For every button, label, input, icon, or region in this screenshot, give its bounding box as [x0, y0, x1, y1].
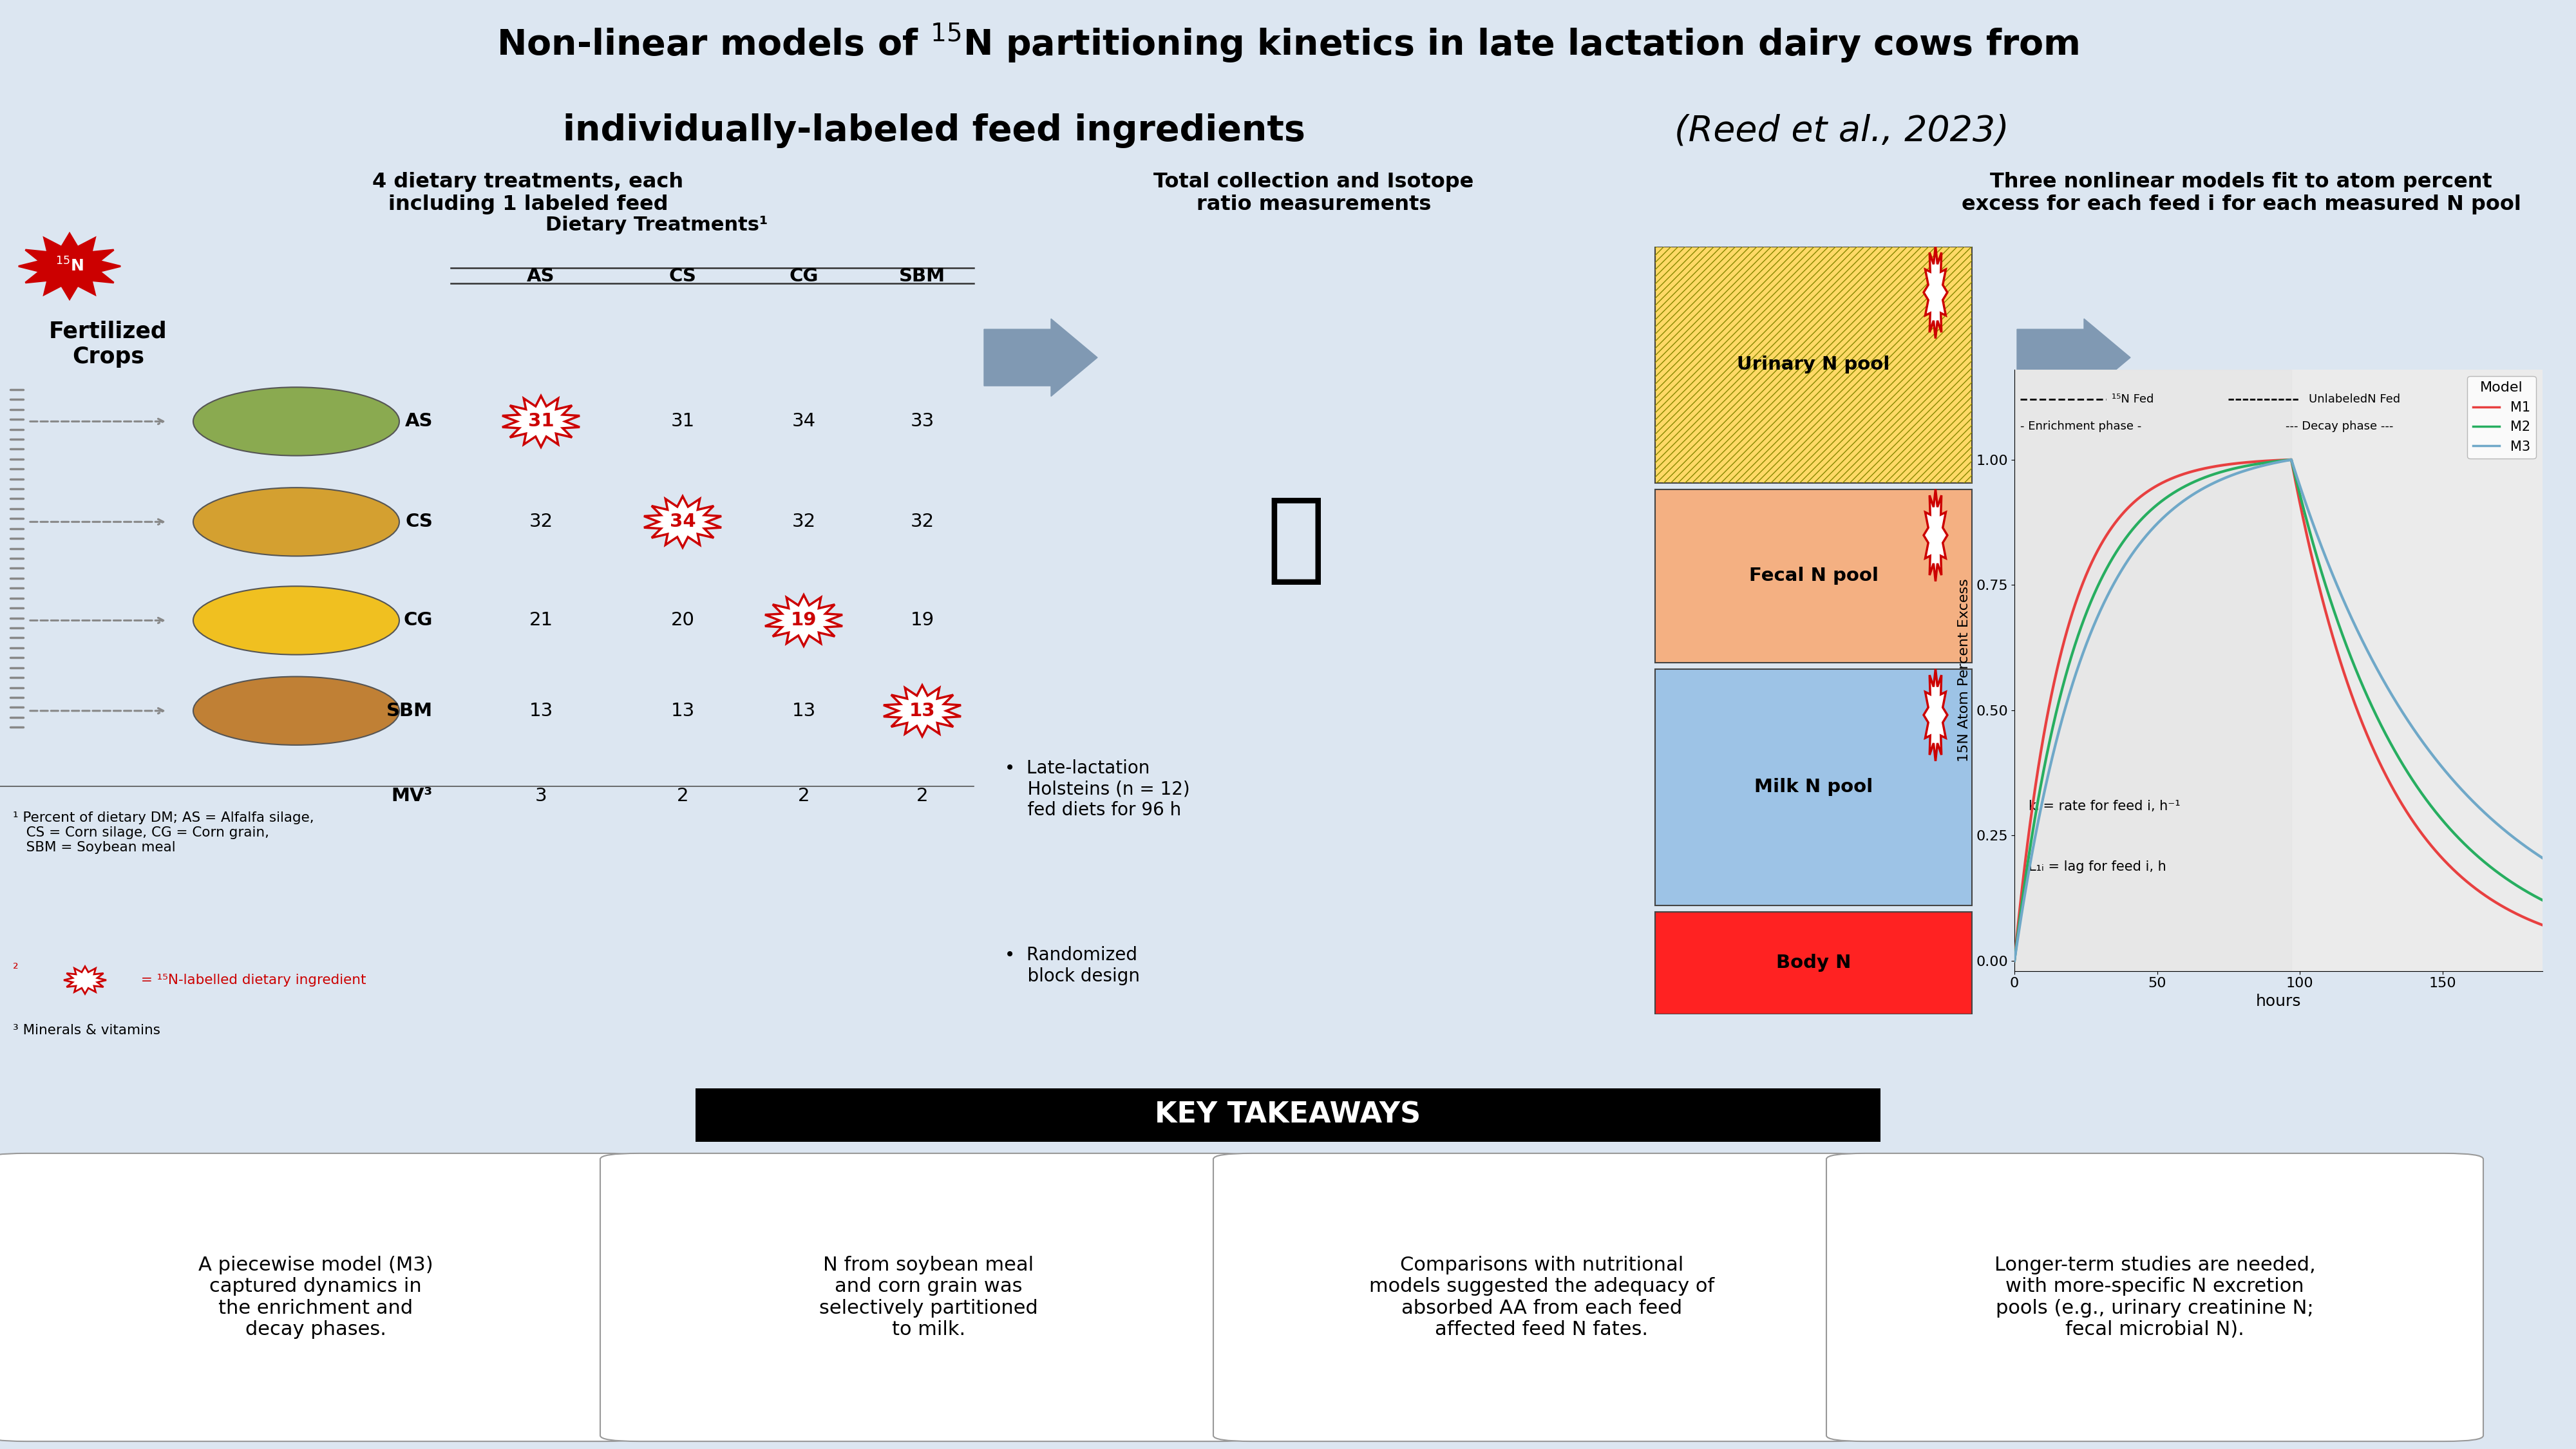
- Text: 33: 33: [909, 413, 935, 430]
- Polygon shape: [765, 596, 842, 646]
- Polygon shape: [64, 966, 106, 994]
- FancyBboxPatch shape: [1656, 911, 1971, 1014]
- FancyBboxPatch shape: [1656, 490, 1971, 662]
- M2: [2025, 774, 2056, 791]
- Text: SBM: SBM: [386, 701, 433, 720]
- Line: M1: M1: [2014, 459, 2543, 961]
- Text: 13: 13: [528, 701, 554, 720]
- Text: 🐄: 🐄: [1267, 493, 1324, 588]
- Text: 2: 2: [799, 787, 809, 804]
- Text: MV³: MV³: [392, 787, 433, 804]
- Text: 13: 13: [670, 701, 696, 720]
- Text: CS: CS: [670, 267, 696, 285]
- Ellipse shape: [193, 677, 399, 745]
- M2: [1999, 952, 2030, 969]
- M1: [2241, 454, 2272, 471]
- Text: 2: 2: [677, 787, 688, 804]
- Text: AS: AS: [528, 267, 554, 285]
- Bar: [2014, 369, 2290, 971]
- Text: KEY TAKEAWAYS: KEY TAKEAWAYS: [1154, 1101, 1422, 1129]
- FancyBboxPatch shape: [1213, 1153, 1870, 1442]
- Polygon shape: [644, 497, 721, 548]
- FancyBboxPatch shape: [0, 1153, 644, 1442]
- Text: SBM: SBM: [899, 267, 945, 285]
- Text: 31: 31: [670, 413, 696, 430]
- Text: 32: 32: [909, 513, 935, 530]
- Text: --- Decay phase ---: --- Decay phase ---: [2285, 420, 2393, 432]
- M2: [2512, 882, 2543, 900]
- Text: individually-labeled feed ingredients: individually-labeled feed ingredients: [562, 113, 1319, 148]
- Text: Fertilized
Crops: Fertilized Crops: [49, 320, 167, 368]
- FancyBboxPatch shape: [1656, 669, 1971, 906]
- Polygon shape: [1924, 246, 1947, 339]
- Line: M2: M2: [2014, 459, 2543, 961]
- Text: 32: 32: [528, 513, 554, 530]
- Text: 2: 2: [917, 787, 927, 804]
- Text: 13: 13: [791, 701, 817, 720]
- Text: 20: 20: [670, 611, 696, 629]
- Text: Total collection and Isotope
ratio measurements: Total collection and Isotope ratio measu…: [1154, 172, 1473, 214]
- M3: [2512, 839, 2543, 856]
- Text: A piecewise model (M3)
captured dynamics in
the enrichment and
decay phases.: A piecewise model (M3) captured dynamics…: [198, 1255, 433, 1339]
- Polygon shape: [1924, 490, 1947, 581]
- FancyBboxPatch shape: [1656, 246, 1971, 483]
- M3: [2257, 455, 2287, 472]
- Text: ¹ Percent of dietary DM; AS = Alfalfa silage,
   CS = Corn silage, CG = Corn gra: ¹ Percent of dietary DM; AS = Alfalfa si…: [13, 811, 314, 853]
- M3: [2527, 849, 2558, 867]
- Ellipse shape: [193, 488, 399, 556]
- Text: Urinary N pool: Urinary N pool: [1736, 355, 1891, 374]
- M2: [2527, 891, 2558, 909]
- Text: CG: CG: [788, 267, 819, 285]
- X-axis label: hours: hours: [2257, 994, 2300, 1009]
- M2: [2512, 884, 2543, 901]
- M1: [2275, 451, 2306, 468]
- Text: Three nonlinear models fit to atom percent
excess for each feed i for each measu: Three nonlinear models fit to atom perce…: [1960, 172, 2522, 214]
- M1: [2257, 452, 2287, 469]
- Polygon shape: [884, 685, 961, 736]
- Text: 19: 19: [909, 611, 935, 629]
- Text: CG: CG: [404, 611, 433, 629]
- M1: [2416, 836, 2447, 853]
- FancyArrow shape: [1680, 319, 1793, 397]
- M2: [2257, 454, 2287, 471]
- Text: 21: 21: [528, 611, 554, 629]
- Text: 34: 34: [670, 513, 696, 530]
- Text: •  Randomized
    block design: • Randomized block design: [1005, 946, 1139, 985]
- M2: [2241, 455, 2272, 472]
- Text: ³ Minerals & vitamins: ³ Minerals & vitamins: [13, 1024, 160, 1037]
- Text: L₁ᵢ = lag for feed i, h: L₁ᵢ = lag for feed i, h: [2030, 861, 2166, 874]
- FancyArrow shape: [2017, 319, 2130, 397]
- Text: 3: 3: [536, 787, 546, 804]
- Y-axis label: 15N Atom Percent Excess: 15N Atom Percent Excess: [1958, 578, 1971, 762]
- Text: (Reed et al., 2023): (Reed et al., 2023): [1674, 114, 2009, 148]
- Text: 13: 13: [909, 701, 935, 720]
- M1: [1999, 952, 2030, 969]
- Polygon shape: [1924, 669, 1947, 761]
- M1: [2025, 740, 2056, 758]
- Text: - Enrichment phase -: - Enrichment phase -: [2020, 420, 2141, 432]
- M2: [2416, 797, 2447, 814]
- Polygon shape: [502, 396, 580, 446]
- M3: [2241, 458, 2272, 475]
- Text: CS: CS: [404, 513, 433, 530]
- FancyBboxPatch shape: [696, 1088, 1880, 1142]
- FancyArrow shape: [984, 319, 1097, 397]
- Text: 19: 19: [791, 611, 817, 629]
- FancyBboxPatch shape: [1826, 1153, 2483, 1442]
- Text: 34: 34: [791, 413, 817, 430]
- Text: ²: ²: [13, 962, 18, 975]
- Text: Comparisons with nutritional
models suggested the adequacy of
absorbed AA from e: Comparisons with nutritional models sugg…: [1368, 1255, 1716, 1339]
- Text: Body N: Body N: [1775, 953, 1852, 972]
- Text: kᵢ = rate for feed i, h⁻¹: kᵢ = rate for feed i, h⁻¹: [2030, 800, 2179, 813]
- Text: Milk N pool: Milk N pool: [1754, 778, 1873, 797]
- Line: M3: M3: [2014, 459, 2543, 961]
- M1: [2527, 916, 2558, 933]
- Text: 4 dietary treatments, each
including 1 labeled feed: 4 dietary treatments, each including 1 l…: [374, 172, 683, 214]
- M2: [2275, 451, 2306, 468]
- M3: [1999, 952, 2030, 969]
- M3: [2275, 451, 2306, 468]
- Text: Dietary Treatments¹: Dietary Treatments¹: [546, 216, 768, 235]
- Text: ¹⁵N Fed: ¹⁵N Fed: [2112, 394, 2154, 406]
- Text: 32: 32: [791, 513, 817, 530]
- Legend: M1, M2, M3: M1, M2, M3: [2468, 377, 2535, 458]
